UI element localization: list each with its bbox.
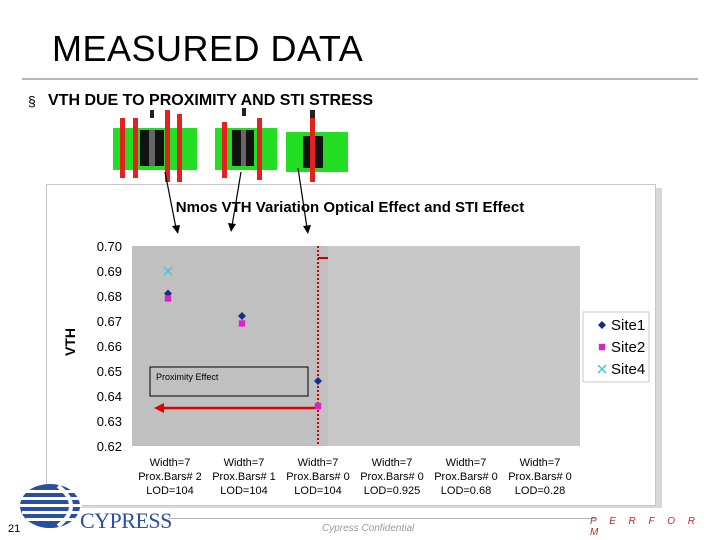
legend-items: Site1 Site2 Site4 (597, 317, 645, 378)
data-point-site2 (238, 320, 246, 327)
confidential-label: Cypress Confidential (322, 523, 415, 534)
prox-bar (177, 114, 182, 182)
prox-bar (120, 118, 125, 178)
data-point-site4 (163, 266, 173, 276)
x-tick-label: Prox.Bars# 0 (508, 471, 572, 483)
chart-title: Nmos VTH Variation Optical Effect and ST… (176, 199, 524, 216)
lod-region (328, 246, 580, 446)
prox-bar (257, 118, 262, 180)
y-axis-label: VTH (62, 328, 78, 356)
pointer-head (303, 225, 311, 234)
pointer-line (297, 167, 308, 229)
slide-title: MEASURED DATA (52, 28, 364, 69)
y-tick-label: 0.64 (97, 389, 122, 404)
company-logo-text: CYPRESS (80, 508, 172, 533)
prox-bar (310, 116, 315, 182)
arrow-head (154, 403, 164, 413)
y-tick-label: 0.67 (97, 314, 122, 329)
x-tick-label: Width=7 (150, 457, 191, 469)
y-tick-label: 0.69 (97, 264, 122, 279)
x-tick-label: Width=7 (298, 457, 339, 469)
x-tick-label: Width=7 (372, 457, 413, 469)
x-tick-label: Width=7 (446, 457, 487, 469)
gate-contact (310, 110, 315, 118)
x-tick-label: Prox.Bars# 1 (212, 471, 276, 483)
page-number: 21 (8, 523, 21, 535)
x-tick-label: Prox.Bars# 2 (138, 471, 202, 483)
gate-contact (150, 110, 154, 118)
data-points (163, 266, 322, 410)
data-point-site1 (238, 312, 246, 320)
gate-split (149, 130, 155, 166)
legend-marker-site4 (597, 364, 607, 374)
x-tick-label: Prox.Bars# 0 (360, 471, 424, 483)
legend (582, 311, 650, 383)
device-group-1 (113, 110, 197, 182)
x-tick-label: LOD=0.68 (441, 485, 491, 497)
bullet-marker: § (28, 93, 36, 109)
y-ticks: 0.70 0.69 0.68 0.67 0.66 0.65 0.64 0.63 0.62 (97, 239, 122, 454)
y-tick-label: 0.62 (97, 439, 122, 454)
device-group-2 (215, 108, 277, 180)
x-tick-label: Prox.Bars# 0 (286, 471, 350, 483)
x-tick-label: LOD=104 (146, 485, 193, 497)
cypress-logo-mark (20, 484, 82, 528)
annotation-box (149, 366, 309, 397)
gate-contact (242, 108, 246, 116)
prox-bar (165, 110, 170, 182)
data-point-site1 (314, 377, 322, 385)
data-point-site2 (314, 402, 322, 410)
legend-label: Site1 (611, 317, 645, 334)
y-tick-label: 0.68 (97, 289, 122, 304)
pointer-line (164, 171, 177, 229)
device-group-3 (286, 110, 348, 182)
pointer-head (172, 225, 180, 234)
x-tick-label: LOD=104 (294, 485, 341, 497)
y-tick-label: 0.63 (97, 414, 122, 429)
x-tick-label: Width=7 (520, 457, 561, 469)
pointer-head (228, 223, 236, 232)
legend-label: Site2 (611, 339, 645, 356)
x-tick-label: LOD=0.28 (515, 485, 565, 497)
bullet-heading: VTH DUE TO PROXIMITY AND STI STRESS (48, 92, 374, 109)
data-point-site2 (164, 295, 172, 302)
tagline: P E R F O R M (590, 516, 701, 538)
prox-bar (133, 118, 138, 178)
x-tick-labels: Width=7 Prox.Bars# 2 LOD=104 Width=7 Prox.Ba… (138, 457, 572, 497)
x-tick-label: Width=7 (224, 457, 265, 469)
footer-divider (168, 518, 596, 519)
x-tick-label: LOD=104 (220, 485, 267, 497)
x-tick-label: LOD=0.925 (364, 485, 421, 497)
layout-schematic (113, 108, 348, 182)
title-divider (22, 78, 698, 80)
prox-bar (222, 122, 227, 178)
y-tick-label: 0.65 (97, 364, 122, 379)
legend-marker-site2 (598, 343, 606, 351)
legend-label: Site4 (611, 361, 645, 378)
x-tick-label: Prox.Bars# 0 (434, 471, 498, 483)
legend-marker-site1 (598, 321, 606, 329)
pointer-line (231, 171, 242, 227)
y-tick-label: 0.66 (97, 339, 122, 354)
gate-split (241, 130, 246, 166)
annotation-text: Proximity Effect (156, 372, 219, 382)
y-tick-label: 0.70 (97, 239, 122, 254)
